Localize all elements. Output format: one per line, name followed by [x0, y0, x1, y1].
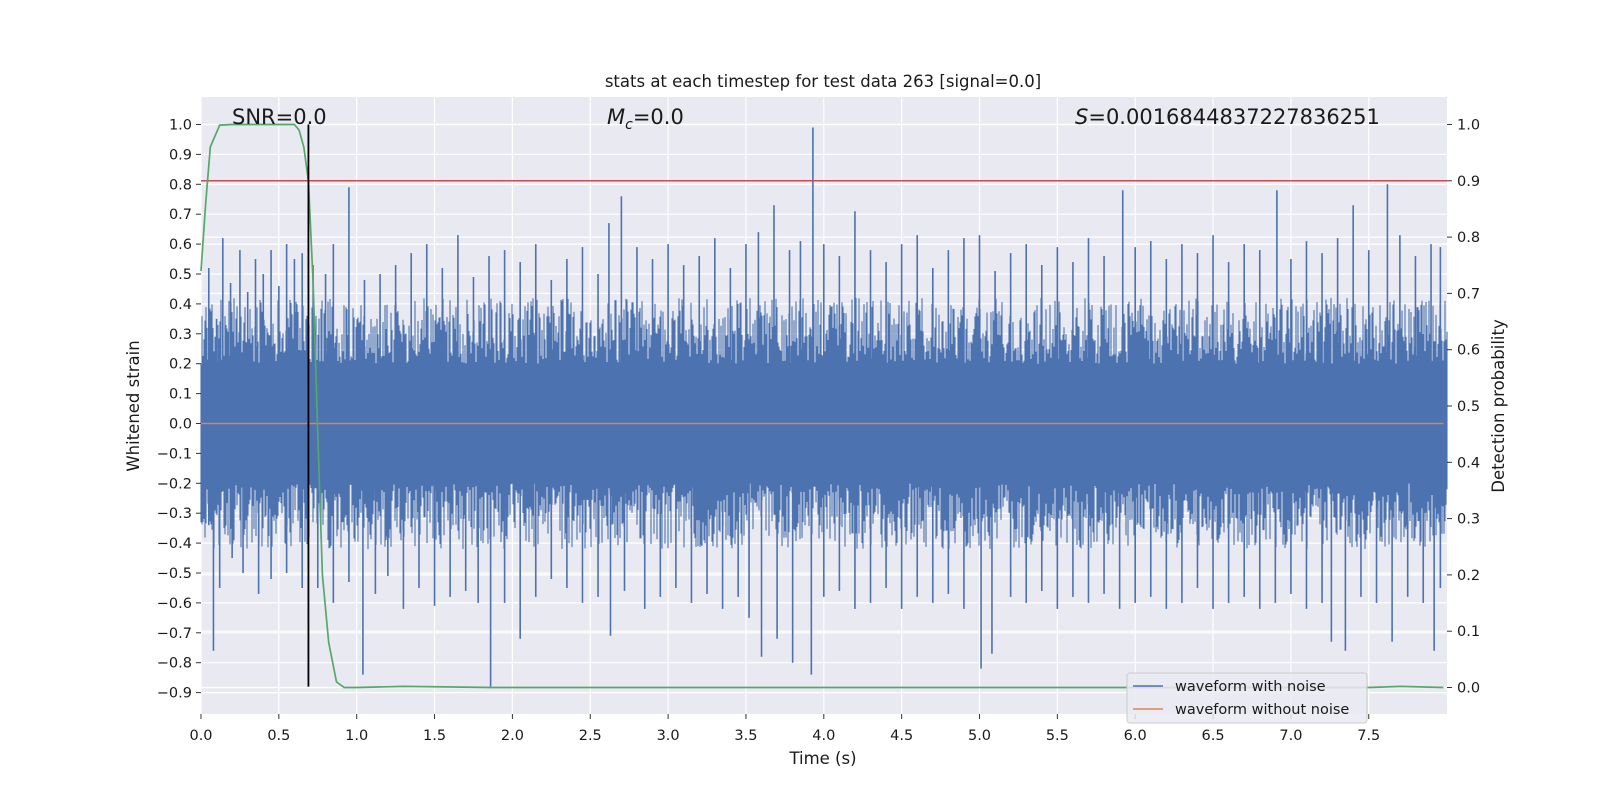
y-axis-ticks: 1.0 0.9 0.8 0.7 0.6 0.5 0.4 0.3 0.2 0.1 0.0 −0.1 −0.…: [157, 118, 201, 702]
y-tick-label: −0.3: [157, 506, 192, 522]
y-tick-label: 0.0: [169, 417, 192, 433]
x-tick-label: 2.0: [501, 728, 524, 744]
legend-box: [1126, 672, 1368, 724]
s-annotation: S=0.0016844837227836251: [1075, 105, 1380, 129]
chart-title: stats at each timestep for test data 263…: [605, 72, 1041, 91]
y2-tick-label: 0.7: [1457, 286, 1480, 302]
y-tick-label: 0.5: [169, 267, 192, 283]
y-tick-label: −0.2: [157, 476, 192, 492]
chirp-mass-subscript: c: [625, 117, 633, 133]
y2-tick-label: 0.8: [1457, 230, 1480, 246]
y2-tick-label: 0.6: [1457, 343, 1480, 359]
chirp-mass-symbol: M: [607, 105, 625, 129]
noise-band: [200, 297, 1448, 550]
y-tick-label: 0.2: [169, 357, 192, 373]
y-tick-label: −0.7: [157, 626, 192, 642]
y2-tick-label: 0.0: [1457, 681, 1480, 697]
y2-tick-label: 0.2: [1457, 568, 1480, 584]
y-tick-label: 0.6: [169, 237, 192, 253]
y-axis-label: Whitened strain: [124, 340, 143, 471]
chirp-mass-value: =0.0: [633, 105, 684, 129]
y-tick-label: −0.1: [157, 446, 192, 462]
y-tick-label: −0.5: [157, 566, 192, 582]
y2-axis-label: Detection probability: [1489, 319, 1508, 493]
y-tick-label: 0.4: [169, 297, 192, 313]
y-tick-label: −0.9: [157, 686, 192, 702]
y-tick-label: 0.3: [169, 327, 192, 343]
x-tick-label: 4.5: [890, 728, 913, 744]
series-detection-probability: [200, 123, 1444, 689]
x-tick-label: 1.5: [423, 728, 446, 744]
y-tick-label: −0.4: [157, 536, 192, 552]
x-tick-label: 2.5: [579, 728, 602, 744]
x-tick-label: 5.5: [1046, 728, 1069, 744]
s-symbol: S: [1075, 105, 1088, 129]
legend-label-waveform-with-noise: waveform with noise: [1175, 679, 1326, 695]
y2-tick-label: 0.9: [1457, 174, 1480, 190]
y2-tick-label: 0.4: [1457, 455, 1480, 471]
x-tick-label: 6.5: [1202, 728, 1225, 744]
s-value: =0.0016844837227836251: [1088, 105, 1380, 129]
y-tick-label: 0.8: [169, 177, 192, 193]
y-tick-label: 0.7: [169, 207, 192, 223]
x-tick-label: 3.5: [734, 728, 757, 744]
x-axis-ticks: 0.0 0.5 1.0 1.5 2.0 2.5 3.0 3.5 4.0 4.5 5.0 5.5 6.0 6…: [189, 714, 1380, 744]
y2-tick-label: 0.1: [1457, 624, 1480, 640]
y-tick-label: 0.9: [169, 147, 192, 163]
y2-tick-label: 0.5: [1457, 399, 1480, 415]
x-tick-label: 1.0: [345, 728, 368, 744]
y-tick-label: 0.1: [169, 387, 192, 403]
x-tick-label: 3.0: [657, 728, 680, 744]
series-waveform-with-noise: [200, 127, 1448, 687]
x-tick-label: 0.5: [267, 728, 290, 744]
chirp-mass-annotation: Mc=0.0: [607, 105, 684, 133]
y-tick-label: −0.6: [157, 596, 192, 612]
legend-label-waveform-without-noise: waveform without noise: [1175, 702, 1349, 718]
x-tick-label: 4.0: [812, 728, 835, 744]
x-axis-label: Time (s): [788, 749, 856, 768]
y2-axis-ticks: 1.0 0.9 0.8 0.7 0.6 0.5 0.4 0.3 0.2 0.1 0.0: [1447, 118, 1480, 697]
legend: waveform with noise waveform without noi…: [1126, 672, 1368, 724]
y2-tick-label: 0.3: [1457, 512, 1480, 528]
y2-tick-label: 1.0: [1457, 118, 1480, 134]
x-tick-label: 0.0: [189, 728, 212, 744]
y-tick-label: 1.0: [169, 118, 192, 134]
x-tick-label: 5.0: [968, 728, 991, 744]
y-tick-label: −0.8: [157, 656, 192, 672]
snr-annotation: SNR=0.0: [232, 105, 327, 129]
x-tick-label: 7.0: [1279, 728, 1302, 744]
x-tick-label: 6.0: [1124, 728, 1147, 744]
x-tick-label: 7.5: [1357, 728, 1380, 744]
